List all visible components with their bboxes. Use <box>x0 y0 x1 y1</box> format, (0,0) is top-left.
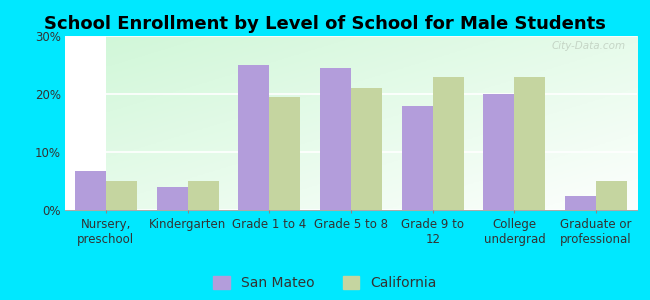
Bar <box>484 94 514 210</box>
Bar <box>157 187 188 210</box>
Text: School Enrollment by Level of School for Male Students: School Enrollment by Level of School for… <box>44 15 606 33</box>
Bar <box>351 88 382 210</box>
Text: City-Data.com: City-Data.com <box>551 41 625 51</box>
Bar <box>433 76 463 210</box>
Bar <box>188 181 218 210</box>
Bar <box>596 181 627 210</box>
Bar <box>106 181 137 210</box>
Bar <box>269 97 300 210</box>
Bar <box>239 65 269 210</box>
Bar <box>320 68 351 210</box>
Bar <box>75 171 106 210</box>
Bar <box>565 196 596 210</box>
Bar <box>402 106 433 210</box>
Bar <box>514 76 545 210</box>
Legend: San Mateo, California: San Mateo, California <box>213 276 437 290</box>
